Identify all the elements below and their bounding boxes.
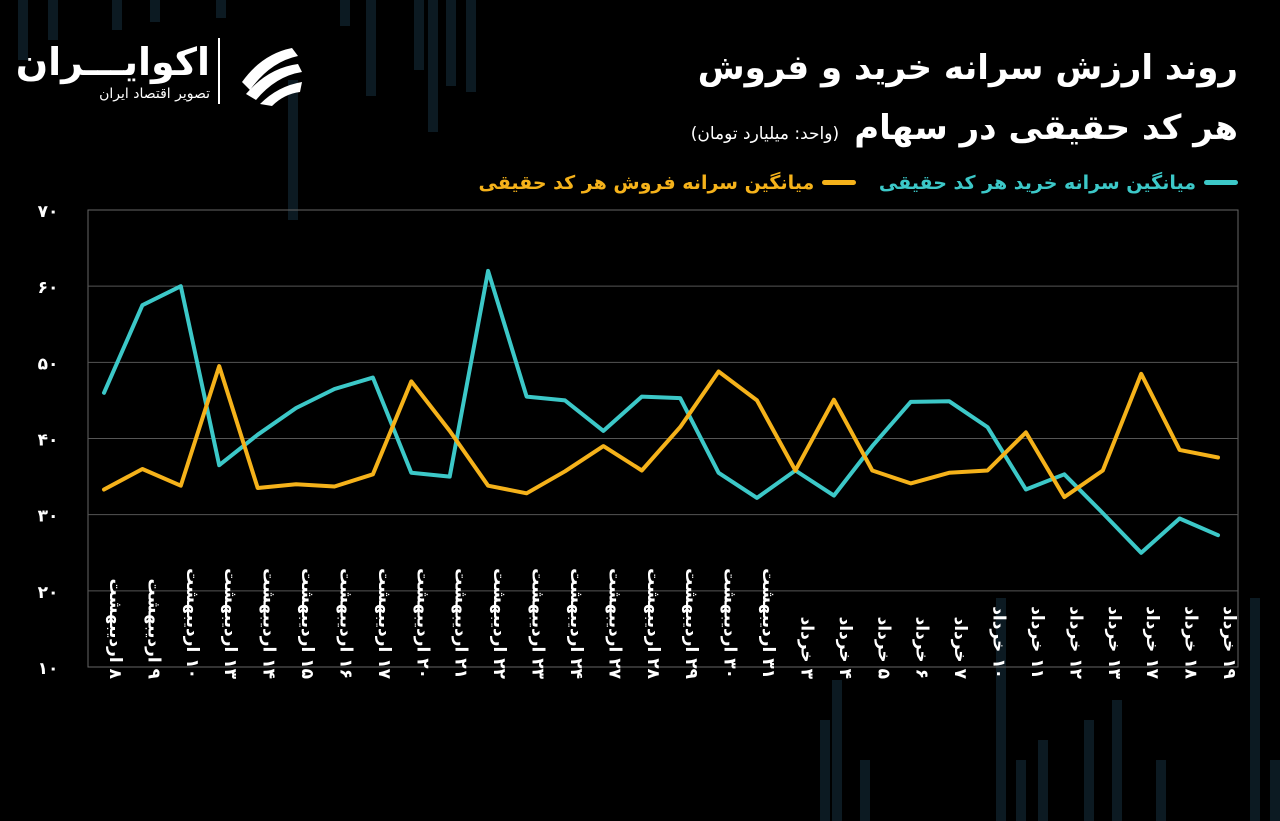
y-tick-label: ۴۰	[38, 431, 59, 451]
x-tick-label: ۲۸ اردیبهشت	[643, 568, 663, 679]
x-tick-label: ۲۷ اردیبهشت	[604, 568, 624, 679]
chart-title-line2-row: هر کد حقیقی در سهام (واحد: میلیارد تومان…	[691, 104, 1238, 152]
legend-item-buy: میانگین سرانه خرید هر کد حقیقی	[879, 172, 1238, 194]
background-candle	[466, 0, 476, 92]
x-tick-label: ۲۳ اردیبهشت	[528, 568, 548, 679]
x-tick-label: ۱۶ اردیبهشت	[335, 568, 355, 679]
x-tick-label: ۲۹ اردیبهشت	[681, 568, 701, 679]
x-tick-label: ۳۰ اردیبهشت	[720, 568, 740, 679]
background-candle	[414, 0, 424, 70]
x-tick-label: ۱۸ خرداد	[1181, 606, 1201, 679]
x-tick-label: ۱۰ خرداد	[989, 606, 1009, 679]
background-candle	[216, 0, 226, 18]
background-candle	[48, 0, 58, 40]
x-tick-label: ۲۴ اردیبهشت	[566, 568, 586, 679]
series-line-buy	[102, 268, 1220, 555]
legend-label-sell: میانگین سرانه فروش هر کد حقیقی	[478, 171, 815, 194]
x-tick-label: ۱۵ اردیبهشت	[297, 568, 317, 679]
x-tick-label: ۱۷ اردیبهشت	[374, 568, 394, 679]
chart-title-line2: هر کد حقیقی در سهام	[854, 108, 1238, 148]
x-tick-label: ۲۰ اردیبهشت	[412, 568, 432, 679]
x-tick-label: ۸ اردیبهشت	[105, 579, 125, 680]
background-candle	[428, 0, 438, 132]
x-tick-label: ۱۳ خرداد	[1104, 606, 1124, 679]
background-candle	[18, 0, 28, 60]
legend-item-sell: میانگین سرانه فروش هر کد حقیقی	[479, 172, 857, 194]
background-candle	[340, 0, 350, 26]
x-tick-label: ۳۱ اردیبهشت	[758, 568, 778, 679]
background-candle	[288, 80, 298, 220]
background-candle	[1016, 760, 1026, 821]
background-candle	[1084, 720, 1094, 821]
background-candle	[860, 760, 870, 821]
legend-swatch-sell	[822, 180, 857, 185]
brand-logo: اکوایـــران تصویر اقتصاد ایران	[15, 30, 320, 110]
x-tick-label: ۱۹ خرداد	[1219, 606, 1239, 679]
background-candle	[1112, 700, 1122, 821]
chart-title-line1: روند ارزش سرانه خرید و فروش	[697, 48, 1238, 88]
background-candle	[112, 0, 122, 30]
legend-label-buy: میانگین سرانه خرید هر کد حقیقی	[878, 171, 1196, 194]
x-tick-label: ۵ خرداد	[873, 617, 893, 679]
background-candle	[446, 0, 456, 86]
chart-legend: میانگین سرانه خرید هر کد حقیقی میانگین س…	[463, 168, 1238, 194]
y-tick-label: ۳۰	[38, 507, 59, 527]
x-tick-label: ۱۲ خرداد	[1065, 606, 1085, 679]
background-candle	[1156, 760, 1166, 821]
x-tick-label: ۶ خرداد	[912, 617, 932, 679]
x-tick-label: ۴ خرداد	[835, 617, 855, 679]
background-candle	[832, 680, 842, 821]
x-tick-label: ۹ اردیبهشت	[143, 579, 163, 680]
x-tick-label: ۷ خرداد	[950, 617, 970, 680]
legend-swatch-buy	[1204, 180, 1238, 185]
x-tick-label: ۱۴ اردیبهشت	[259, 568, 279, 679]
x-tick-label: ۱۰ اردیبهشت	[182, 568, 202, 679]
x-tick-label: ۱۷ خرداد	[1142, 606, 1162, 679]
y-tick-label: ۲۰	[38, 583, 59, 603]
series-line-sell	[102, 364, 1220, 500]
x-tick-label: ۱۱ خرداد	[1027, 606, 1047, 679]
brand-name: اکوایـــران	[15, 40, 210, 84]
x-tick-label: ۲۱ اردیبهشت	[451, 568, 471, 679]
background-candle	[996, 598, 1006, 821]
background-candle	[1270, 760, 1280, 821]
background-candle	[366, 0, 376, 96]
y-tick-label: ۵۰	[38, 354, 59, 374]
background-candle	[150, 0, 160, 22]
chart-unit-label: (واحد: میلیارد تومان)	[690, 124, 840, 144]
brand-tagline: تصویر اقتصاد ایران	[99, 86, 210, 102]
y-tick-label: ۷۰	[38, 202, 59, 222]
background-candle	[820, 720, 830, 821]
x-tick-label: ۳ خرداد	[796, 617, 816, 680]
y-tick-label: ۶۰	[38, 278, 59, 298]
background-candle	[1038, 740, 1048, 821]
y-tick-label: ۱۰	[38, 659, 59, 679]
brand-mark-icon	[242, 48, 302, 106]
x-tick-label: ۱۳ اردیبهشت	[220, 568, 240, 679]
logo-divider	[218, 38, 220, 104]
x-tick-label: ۲۲ اردیبهشت	[489, 568, 509, 679]
background-candle	[1250, 598, 1260, 821]
